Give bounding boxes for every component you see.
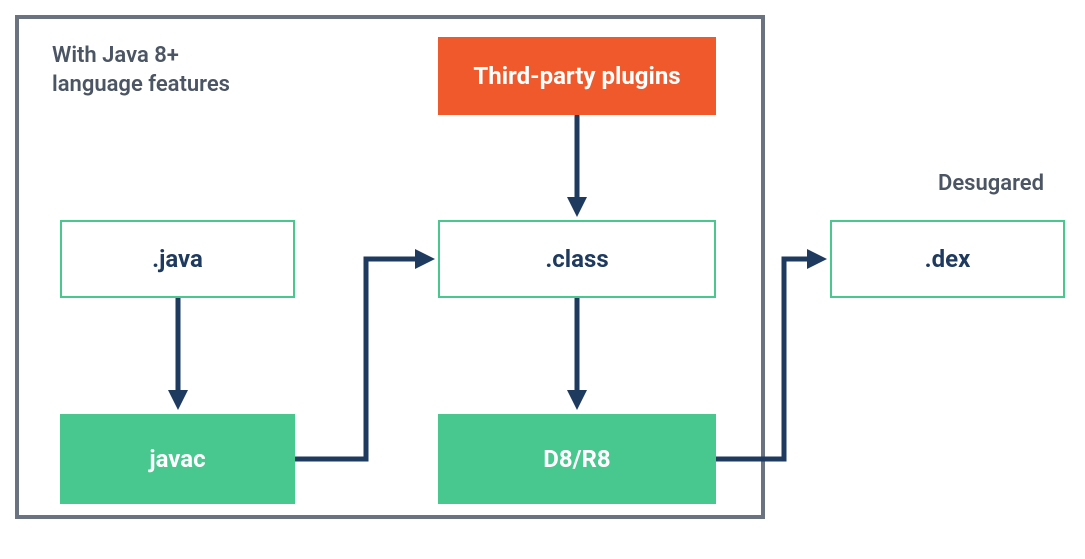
caption-desugared: Desugared [938,170,1044,199]
diagram-canvas: With Java 8+language features Desugared … [0,0,1085,559]
caption-java8: With Java 8+language features [52,42,230,99]
node-java: .java [60,220,295,298]
node-plugins: Third-party plugins [438,37,716,115]
node-d8r8: D8/R8 [438,414,716,504]
node-dex: .dex [830,220,1065,298]
node-class: .class [438,220,716,298]
node-javac: javac [60,414,295,504]
